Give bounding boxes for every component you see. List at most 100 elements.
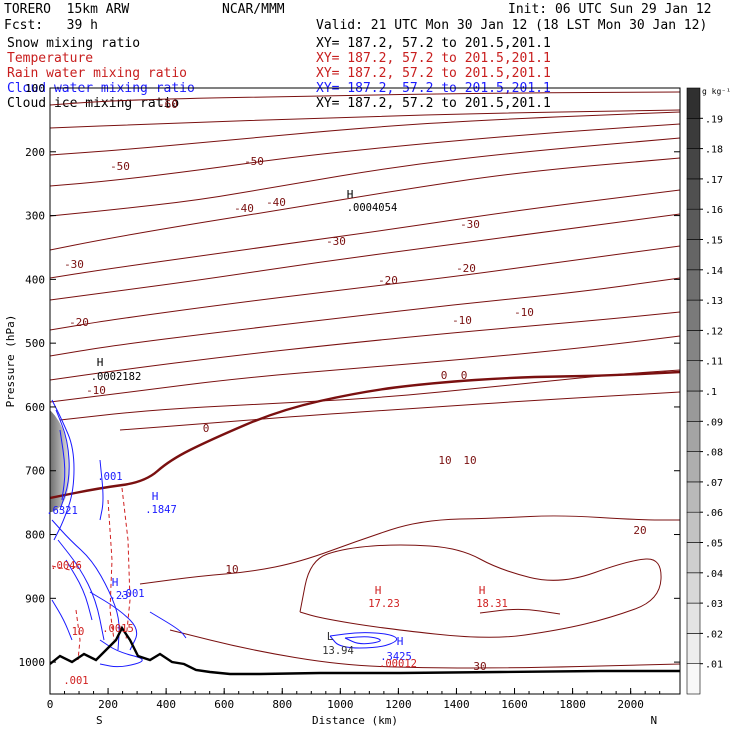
colorbar-label-1: .01 <box>705 660 723 671</box>
temperature-label-20: 10 <box>225 563 238 576</box>
temperature-label-1: -60 <box>158 98 178 111</box>
extremum-marker-2: H <box>97 356 104 369</box>
x-tick-label-1800: 1800 <box>559 698 586 711</box>
isotherm-10-contour <box>139 515 680 585</box>
end-label-north: N <box>651 714 658 727</box>
temperature-label-5: -40 <box>266 196 286 209</box>
cloud-water-contour-10 <box>99 639 143 668</box>
extremum-marker-8: H <box>397 635 404 648</box>
cloud-water-contour-3 <box>59 429 66 501</box>
y-tick-label-600: 600 <box>25 401 45 414</box>
y-tick-label-500: 500 <box>25 337 45 350</box>
extremum-value-3: .1847 <box>145 504 177 516</box>
cloud-water-contour-6 <box>65 559 93 621</box>
temperature-label-2: -50 <box>110 160 130 173</box>
cloud-water-contour-surface-2 <box>344 636 381 645</box>
cloud-water-contour-1 <box>51 399 75 541</box>
y-tick-label-700: 700 <box>25 465 45 478</box>
cloud-water-contour-9 <box>149 611 187 639</box>
valid-label: Valid: 21 UTC Mon 30 Jan 12 (18 LST Mon … <box>316 18 708 33</box>
extremum-value-6: .23 <box>110 590 129 602</box>
temperature-label-3: -50 <box>244 155 264 168</box>
y-tick-label-100: 100 <box>25 82 45 95</box>
isotherm-14 <box>119 391 680 431</box>
colorbar-segment-6 <box>686 511 701 543</box>
colorbar-segment-4 <box>686 572 701 604</box>
y-tick-label-200: 200 <box>25 146 45 159</box>
x-tick-label-200: 200 <box>98 698 118 711</box>
colorbar-label-19: .19 <box>705 114 723 125</box>
isotherm-6 <box>50 157 680 251</box>
extremum-marker-3: H <box>152 490 159 503</box>
temperature-label-12: -10 <box>452 314 472 327</box>
temperature-label-11: -20 <box>378 274 398 287</box>
isotherm-12 <box>50 335 680 403</box>
temperature-label-4: -40 <box>234 202 254 215</box>
field-xy-cloud-ice: XY= 187.2, 57.2 to 201.5,201.1 <box>316 96 551 111</box>
cloud-water-contour-surface-1 <box>329 632 398 649</box>
isotherm-small <box>479 608 561 615</box>
rain-contour-2 <box>107 499 115 641</box>
colorbar-label-3: .03 <box>705 599 723 610</box>
colorbar-label-15: .15 <box>705 236 723 247</box>
colorbar-label-10: .1 <box>705 387 717 398</box>
cloud-water-contour-5 <box>57 539 105 641</box>
model-title: TORERO 15km ARW <box>4 2 130 17</box>
colorbar-segment-1 <box>686 663 701 695</box>
extremum-marker-1: H <box>347 188 354 201</box>
temperature-label-19: 10 <box>463 454 476 467</box>
x-tick-label-1000: 1000 <box>327 698 354 711</box>
colorbar-label-7: .07 <box>705 478 723 489</box>
extremum-value-1: .0004054 <box>347 202 398 214</box>
field-name-snow: Snow mixing ratio <box>7 36 141 51</box>
isotherm-10 <box>50 277 680 357</box>
y-tick-label-400: 400 <box>25 273 45 286</box>
extremum-value-7: 13.94 <box>322 645 354 657</box>
extremum-value-4: 17.23 <box>368 598 400 610</box>
x-tick-label-800: 800 <box>272 698 292 711</box>
isotherm-3 <box>50 111 680 156</box>
colorbar-segment-15 <box>686 239 701 271</box>
rain-contour-1 <box>75 609 81 661</box>
isotherm-9 <box>50 245 680 331</box>
isotherm-8 <box>50 213 680 301</box>
temperature-label-7: -30 <box>326 235 346 248</box>
extremum-value-5: 18.31 <box>476 598 508 610</box>
colorbar-segment-8 <box>686 451 701 483</box>
colorbar-label-9: .09 <box>705 417 723 428</box>
colorbar-segment-18 <box>686 148 701 180</box>
field-xy-rain: XY= 187.2, 57.2 to 201.5,201.1 <box>316 66 551 81</box>
y-tick-label-900: 900 <box>25 592 45 605</box>
colorbar-segment-7 <box>686 481 701 513</box>
extremum-value-10: .6321 <box>46 505 78 517</box>
extremum-marker-7: L <box>327 630 334 643</box>
cloud-water-contour-4 <box>51 519 120 651</box>
extremum-value-14: .0046 <box>50 560 82 572</box>
field-xy-snow: XY= 187.2, 57.2 to 201.5,201.1 <box>316 36 551 51</box>
colorbar-label-6: .06 <box>705 508 723 519</box>
terrain-line <box>50 625 680 676</box>
colorbar-segment-19 <box>686 118 701 149</box>
colorbar-label-12: .12 <box>705 326 723 337</box>
temperature-label-14: -10 <box>86 384 106 397</box>
extremum-value-12: .001 <box>63 675 88 687</box>
extremum-marker-6: H <box>112 576 119 589</box>
extremum-marker-5: H <box>479 584 486 597</box>
isotherm-11 <box>50 311 680 381</box>
plot-frame <box>49 87 681 695</box>
x-axis-label: Distance (km) <box>312 714 398 727</box>
field-name-rain: Rain water mixing ratio <box>7 66 188 81</box>
cloud-water-contour-2 <box>55 409 70 511</box>
isotherm-warm-contour <box>299 544 662 638</box>
extremum-value-9: .00012 <box>379 658 417 670</box>
isotherm-30-contour <box>169 629 680 669</box>
colorbar-label-16: .16 <box>705 205 723 216</box>
isotherm-zero <box>50 370 680 500</box>
cloud-water-contour-8 <box>89 591 138 651</box>
colorbar-segment-5 <box>686 542 701 574</box>
temperature-label-17: 0 <box>203 422 210 435</box>
extremum-marker-4: H <box>375 584 382 597</box>
isotherm-4 <box>50 123 680 187</box>
temperature-label-13: -10 <box>514 306 534 319</box>
colorbar-segment-11 <box>686 360 701 392</box>
